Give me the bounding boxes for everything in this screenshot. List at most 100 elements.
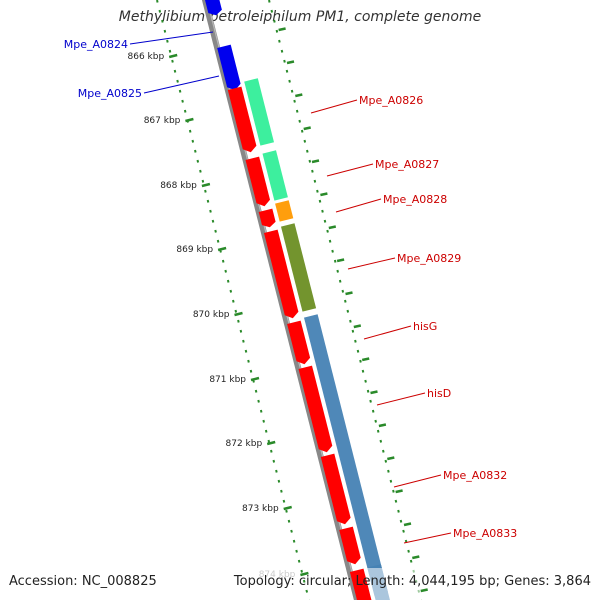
ruler-tick-right <box>403 522 412 527</box>
gene-arrow-mpe-a0829[interactable] <box>264 229 299 319</box>
gene-arrow-mpe-a0825[interactable] <box>217 44 241 91</box>
ruler-dot-left <box>161 19 164 23</box>
ruler-dot-left <box>239 329 243 333</box>
ruler-dot-right <box>308 159 312 163</box>
ruler-dot-left <box>166 39 169 43</box>
ruler-dot-left <box>214 229 217 233</box>
ruler-tick-right <box>420 588 428 593</box>
callout-line-mpe-a0833 <box>403 532 452 544</box>
gene-arrow-mpe-a0833[interactable] <box>339 526 361 565</box>
gene-arrow-mpe-a0832[interactable] <box>320 453 351 525</box>
ruler-dot-right <box>344 299 347 303</box>
ruler-dot-left <box>267 439 271 443</box>
ruler-dot-left <box>242 339 245 343</box>
ruler-dot-right <box>273 19 276 23</box>
gene-label-mpe-a0827[interactable]: Mpe_A0827 <box>375 158 439 171</box>
scale-label: 873 kbp <box>242 504 279 514</box>
gene-arrow-mpe-a0824[interactable] <box>203 0 222 16</box>
ruler-dot-right <box>374 419 377 423</box>
gene-arrow-hisg[interactable] <box>287 320 311 365</box>
ruler-dot-left <box>254 389 258 393</box>
ruler-dot-right <box>366 389 370 393</box>
scale-tick <box>201 182 211 188</box>
ruler-dot-left <box>176 79 179 83</box>
ruler-dot-left <box>295 549 298 553</box>
scale-label: 866 kbp <box>128 52 165 62</box>
ruler-dot-right <box>389 479 393 483</box>
gene-label-mpe-a0825[interactable]: Mpe_A0825 <box>78 87 142 100</box>
scale-label: 868 kbp <box>160 181 197 191</box>
ruler-tick-right <box>387 456 395 461</box>
ruler-dot-left <box>277 479 281 483</box>
gene-label-mpe-a0832[interactable]: Mpe_A0832 <box>443 469 507 482</box>
ruler-dot-right <box>326 229 329 233</box>
cds-block-olive[interactable] <box>281 223 317 312</box>
ruler-dot-right <box>402 529 405 533</box>
callout-line-hisd <box>376 392 426 406</box>
cds-block-steel[interactable] <box>304 314 388 596</box>
ruler-dot-right <box>336 269 339 273</box>
ruler-dot-left <box>181 99 184 103</box>
ruler-dot-right <box>280 49 284 53</box>
ruler-dot-left <box>188 129 192 133</box>
ruler-dot-left <box>211 219 215 223</box>
ruler-tick-right <box>336 258 345 263</box>
ruler-dot-left <box>178 89 182 93</box>
ruler-dot-left <box>247 359 250 363</box>
cds-block-mint[interactable] <box>262 150 288 201</box>
ruler-dot-right <box>364 379 367 383</box>
gene-label-mpe-a0833[interactable]: Mpe_A0833 <box>453 527 517 540</box>
scale-label: 874 kbp <box>259 570 296 580</box>
ruler-tick-right <box>370 390 378 395</box>
ruler-dot-right <box>384 459 388 463</box>
ruler-dot-left <box>194 149 197 153</box>
gene-label-hisg[interactable]: hisG <box>413 320 437 333</box>
gene-label-mpe-a0828[interactable]: Mpe_A0828 <box>383 193 447 206</box>
ruler-dot-left <box>183 109 187 113</box>
ruler-dot-right <box>283 59 286 63</box>
ruler-dot-left <box>204 189 207 193</box>
gene-arrow-mpe-a0826[interactable] <box>227 86 257 153</box>
ruler-dot-right <box>285 69 289 73</box>
ruler-dot-left <box>275 469 278 473</box>
ruler-tick-right <box>295 93 303 98</box>
gene-label-mpe-a0824[interactable]: Mpe_A0824 <box>64 38 128 51</box>
cds-block-mint[interactable] <box>244 78 274 146</box>
ruler-dot-right <box>349 319 352 323</box>
ruler-dot-left <box>297 559 301 563</box>
gene-arrow-hisd[interactable] <box>298 365 333 453</box>
cds-block-orange[interactable] <box>275 200 294 222</box>
ruler-dot-right <box>397 509 400 513</box>
ruler-dot-right <box>306 149 309 153</box>
ruler-dot-left <box>234 309 238 313</box>
ruler-dot-right <box>354 339 357 343</box>
scale-tick <box>266 440 276 446</box>
gene-arrow-mpe-a0827[interactable] <box>245 156 271 207</box>
ruler-dot-right <box>341 289 345 293</box>
ruler-tick-right <box>320 192 328 197</box>
ruler-dot-right <box>311 169 314 173</box>
ruler-dot-left <box>257 399 260 403</box>
ruler-dot-right <box>278 39 281 43</box>
gene-label-mpe-a0826[interactable]: Mpe_A0826 <box>359 94 423 107</box>
ruler-dot-right <box>270 9 274 13</box>
ruler-dot-left <box>168 49 172 53</box>
gene-label-mpe-a0829[interactable]: Mpe_A0829 <box>397 252 461 265</box>
scale-tick <box>234 311 243 317</box>
gene-arrow-mpe-a0828[interactable] <box>258 208 276 228</box>
ruler-dot-left <box>158 9 162 13</box>
ruler-tick-right <box>311 159 320 164</box>
callout-line-mpe-a0829 <box>347 257 396 270</box>
gene-arrow-partial[interactable] <box>349 568 373 600</box>
ruler-dot-left <box>171 59 174 63</box>
scale-tick <box>250 376 260 382</box>
ruler-dot-left <box>237 319 240 323</box>
ruler-dot-right <box>387 469 390 473</box>
ruler-dot-right <box>316 189 319 193</box>
ruler-dot-right <box>392 489 395 493</box>
gene-label-hisd[interactable]: hisD <box>427 387 451 400</box>
ruler-dot-right <box>338 279 342 283</box>
ruler-tick-right <box>378 423 387 428</box>
ruler-dot-left <box>285 509 288 513</box>
